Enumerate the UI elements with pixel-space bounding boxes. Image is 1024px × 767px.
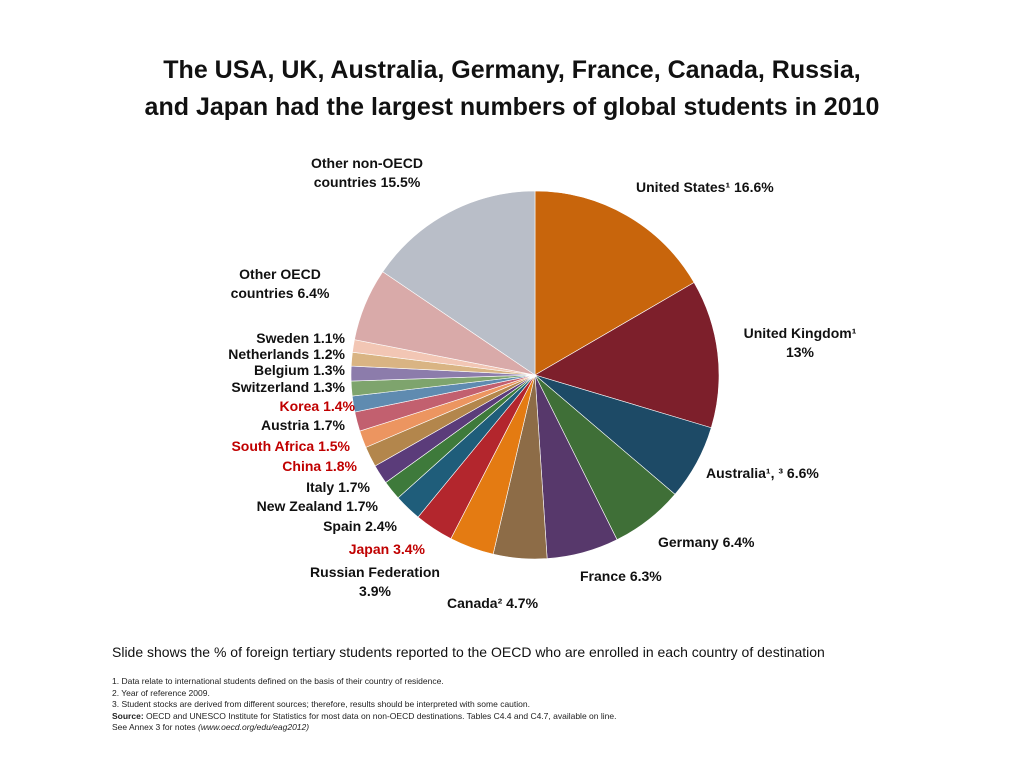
value-label: 1.1% (313, 330, 345, 346)
slice-label: Germany 6.4% (658, 533, 838, 552)
category-label: Italy (306, 479, 335, 495)
slice-label: Other non-OECD countries 15.5% (282, 154, 452, 192)
value-label: 4.7% (506, 595, 539, 611)
category-label: Belgium (253, 362, 310, 378)
slice-label: Australia¹, ³ 6.6% (706, 464, 906, 483)
slice-label: Switzerland 1.3% (185, 378, 345, 397)
value-label: 1.8% (325, 458, 357, 474)
slice-label: Canada² 4.7% (447, 594, 607, 613)
category-label: Russian Federation (310, 564, 440, 580)
source-label: Source: (112, 710, 144, 721)
annex-text: See Annex 3 for notes (112, 722, 196, 732)
value-label: 1.3% (313, 379, 345, 395)
category-label: South Africa (231, 438, 315, 454)
category-label: Korea (279, 398, 320, 414)
slice-label: Austria 1.7% (225, 416, 345, 435)
slice-label: Korea 1.4% (235, 397, 356, 416)
slice-label: Russian Federation 3.9% (280, 563, 470, 601)
category-label: Austria (260, 417, 310, 433)
slice-label: New Zealand 1.7% (218, 497, 378, 516)
slice-label: France 6.3% (580, 567, 740, 586)
value-label: 2.4% (365, 518, 397, 534)
category-label: China (282, 458, 322, 474)
slice-label: United States¹ 16.6% (636, 178, 856, 197)
pie-slice (534, 282, 720, 429)
slice-label: Other OECD countries 6.4% (210, 265, 350, 303)
category-label: United States¹ (636, 179, 731, 195)
slice-label: Netherlands 1.2% (185, 345, 345, 364)
slice-label: China 1.8% (237, 457, 357, 476)
category-label: Canada² (447, 595, 503, 611)
value-label: 16.6% (734, 179, 774, 195)
category-label: Germany (658, 534, 719, 550)
category-label: Other non-OECD countries (311, 155, 423, 190)
caption: Slide shows the % of foreign tertiary st… (112, 644, 825, 660)
value-label: 13% (785, 344, 815, 360)
footnote: 2. Year of reference 2009. (112, 687, 210, 698)
annex-link: (www.oecd.org/edu/eag2012) (198, 722, 310, 732)
value-label: 6.4% (722, 534, 755, 550)
value-label: 6.3% (629, 568, 662, 584)
category-label: Sweden (256, 330, 310, 346)
value-label: 15.5% (380, 174, 421, 190)
value-label: 1.3% (313, 362, 345, 378)
slice-label: Italy 1.7% (250, 478, 370, 497)
chart-subtitle: and Japan had the largest numbers of glo… (144, 93, 880, 121)
value-label: 3.9% (359, 583, 391, 599)
slice-label: South Africa 1.5% (190, 437, 350, 456)
slice-label: Sweden 1.1% (205, 329, 345, 348)
source-text: OECD and UNESCO Institute for Statistics… (146, 710, 617, 721)
category-label: Spain (323, 518, 362, 534)
pie-slice (382, 190, 536, 376)
pie-slice (534, 190, 695, 376)
annex: See Annex 3 for notes (www.oecd.org/edu/… (112, 722, 616, 734)
footnotes: 1. Data relate to international students… (112, 676, 616, 734)
value-label: 1.7% (313, 417, 345, 433)
category-label: Switzerland (231, 379, 310, 395)
category-label: France (580, 568, 626, 584)
value-label: 6.4% (297, 285, 330, 301)
footnote: 3. Student stocks are derived from diffe… (112, 699, 530, 709)
slice-label: Japan 3.4% (265, 540, 425, 559)
source: Source: OECD and UNESCO Institute for St… (112, 711, 616, 723)
slice-label: Spain 2.4% (277, 517, 397, 536)
category-label: United Kingdom¹ (743, 325, 857, 341)
value-label: 6.6% (786, 465, 819, 481)
value-label: 1.7% (346, 498, 378, 514)
slice-label: United Kingdom¹ 13% (700, 324, 900, 362)
slice-label: Belgium 1.3% (205, 361, 345, 380)
value-label: 3.4% (393, 541, 425, 557)
category-label: New Zealand (256, 498, 343, 514)
category-label: Japan (348, 541, 390, 557)
category-label: Australia¹, ³ (706, 465, 784, 481)
value-label: 1.7% (338, 479, 370, 495)
value-label: 1.5% (318, 438, 350, 454)
chart-title: The USA, UK, Australia, Germany, France,… (163, 56, 861, 84)
category-label: Other OECD countries (230, 266, 321, 301)
category-label: Netherlands (228, 346, 310, 362)
value-label: 1.4% (323, 398, 355, 414)
footnote: 1. Data relate to international students… (112, 676, 444, 686)
value-label: 1.2% (313, 346, 345, 362)
